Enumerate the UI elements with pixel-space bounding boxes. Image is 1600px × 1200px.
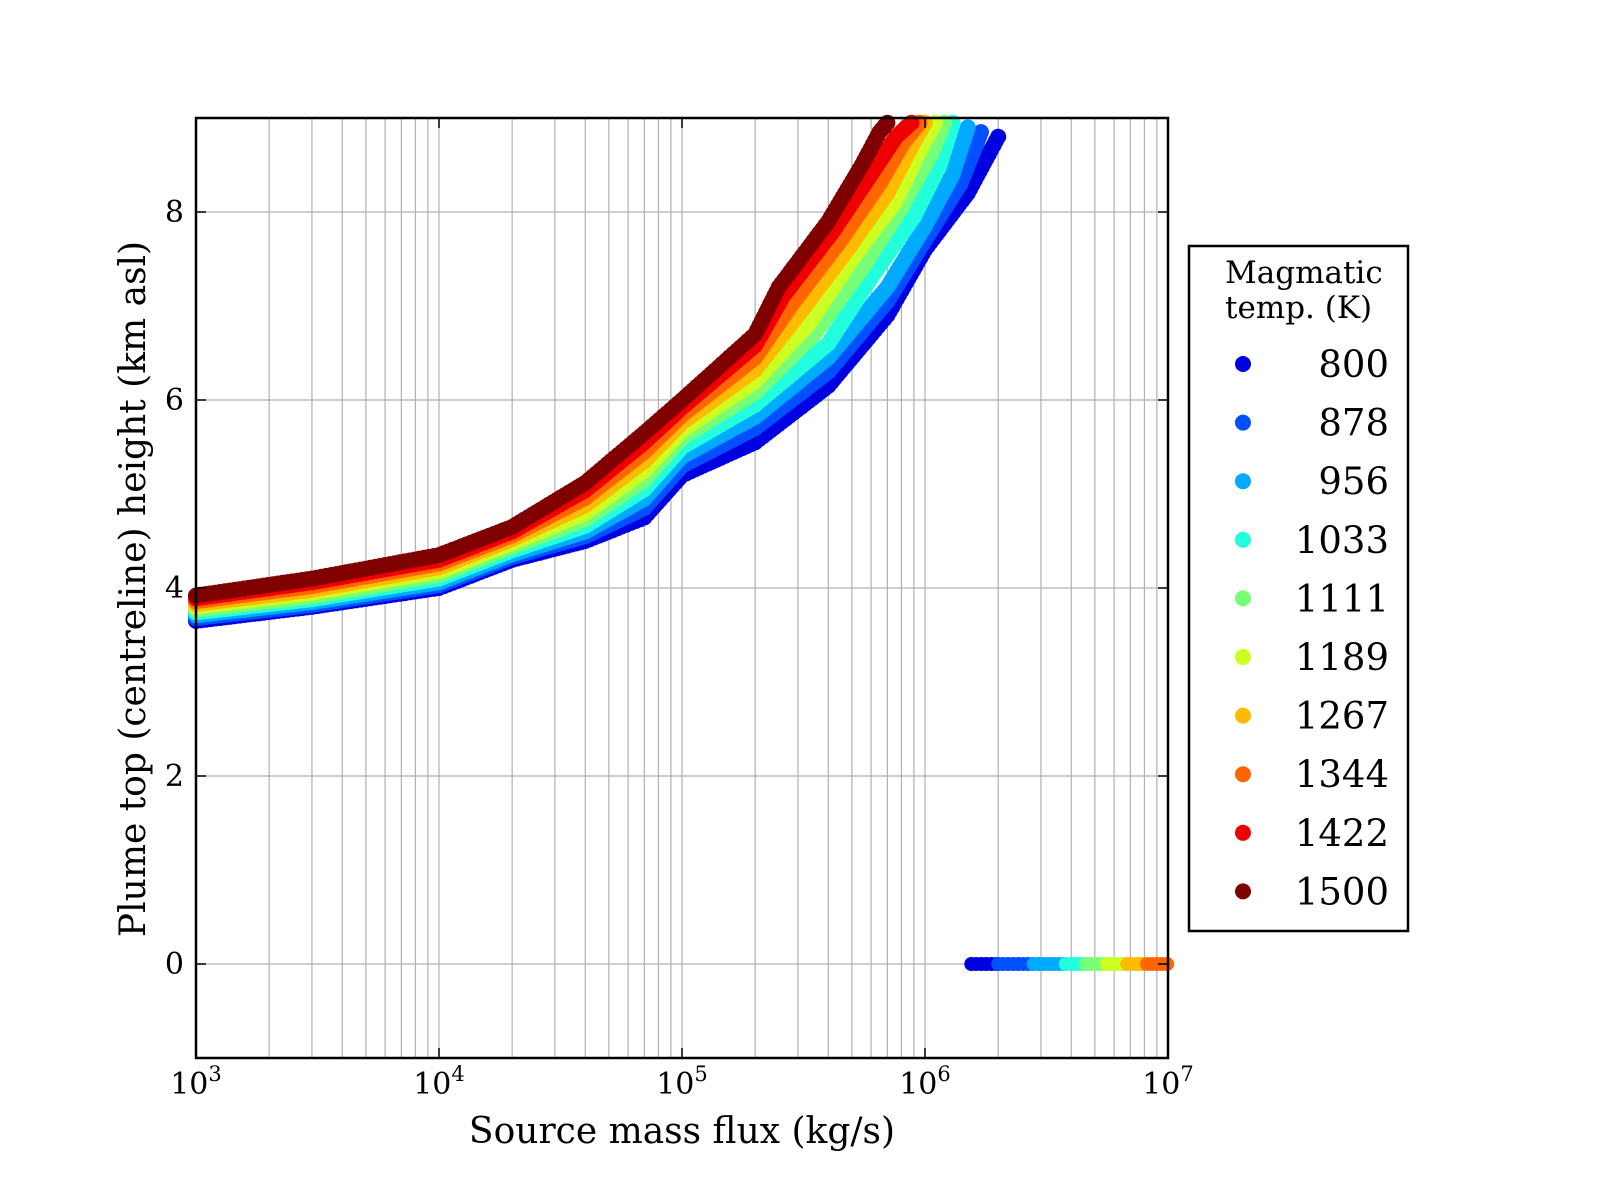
x-tick-label-base: 10 — [170, 1067, 208, 1102]
legend-marker — [1235, 649, 1251, 665]
legend-items: 800 878 956 1033 1111 1189 1267 1344 1422 1500 — [1235, 343, 1389, 913]
x-tick-label-exponent: 5 — [694, 1062, 707, 1086]
x-tick-labels: 103 104 105 106 107 — [170, 1062, 1194, 1102]
legend-marker — [1235, 414, 1251, 431]
y-tick-label: 2 — [165, 759, 184, 794]
legend-marker — [1235, 824, 1251, 841]
y-tick-label: 4 — [165, 571, 184, 606]
data-point — [990, 128, 1007, 145]
legend-label: 1500 — [1295, 870, 1389, 913]
legend-label: 1344 — [1295, 753, 1389, 796]
legend-item: 878 — [1235, 402, 1389, 445]
legend-item: 956 — [1235, 460, 1389, 503]
legend-label: 878 — [1318, 402, 1389, 445]
x-tick-label: 103 — [170, 1062, 222, 1102]
x-tick-label-base: 10 — [656, 1067, 694, 1102]
legend-label: 1267 — [1295, 695, 1389, 738]
legend-title-line-1: Magmatic — [1225, 255, 1383, 291]
legend-item: 1189 — [1235, 636, 1389, 679]
legend-marker — [1235, 707, 1251, 724]
legend-marker — [1235, 531, 1251, 548]
legend-label: 956 — [1318, 460, 1389, 503]
legend-marker — [1235, 883, 1251, 900]
legend-item: 800 — [1235, 343, 1389, 386]
y-tick-label: 6 — [165, 383, 184, 418]
legend-marker — [1235, 473, 1251, 490]
y-tick-labels: 0 2 4 6 8 — [165, 195, 184, 982]
x-tick-label-base: 10 — [413, 1067, 451, 1102]
x-tick-label: 105 — [656, 1062, 708, 1102]
legend-box — [1187, 244, 1410, 933]
x-tick-label-exponent: 4 — [451, 1062, 464, 1086]
data-points — [188, 114, 1007, 629]
x-tick-label: 106 — [899, 1062, 951, 1102]
legend-marker — [1235, 590, 1251, 607]
legend-item: 1033 — [1235, 519, 1389, 562]
y-tick-label: 8 — [165, 195, 184, 230]
legend-label: 1111 — [1295, 577, 1389, 620]
axis-ticks — [195, 118, 1169, 1058]
legend-title-line-2: temp. (K) — [1225, 290, 1372, 326]
legend-item: 1111 — [1235, 577, 1389, 620]
x-tick-label-exponent: 6 — [937, 1062, 950, 1086]
legend-marker — [1235, 766, 1251, 783]
legend-item: 1344 — [1235, 753, 1389, 796]
x-tick-label: 107 — [1142, 1062, 1194, 1102]
x-axis-label: Source mass flux (kg/s) — [469, 1111, 895, 1152]
x-tick-label-exponent: 7 — [1180, 1062, 1193, 1086]
legend-item: 1500 — [1235, 870, 1389, 913]
x-tick-label-base: 10 — [1142, 1067, 1180, 1102]
x-tick-label-exponent: 3 — [208, 1062, 221, 1086]
legend-label: 1033 — [1295, 519, 1389, 562]
legend-label: 1189 — [1295, 636, 1389, 679]
legend-label: 1422 — [1295, 812, 1389, 855]
legend-marker — [1235, 356, 1251, 372]
zero-height-points — [964, 957, 1175, 971]
legend-item: 1422 — [1235, 812, 1389, 855]
y-tick-label: 0 — [165, 947, 184, 982]
data-point — [959, 119, 976, 136]
x-tick-label: 104 — [413, 1062, 465, 1102]
y-axis-label: Plume top (centreline) height (km asl) — [113, 241, 154, 937]
data-point — [973, 124, 989, 141]
legend: Magmatic temp. (K) 800 878 956 1033 1111 1189… — [1187, 244, 1410, 933]
legend-item: 1267 — [1235, 695, 1389, 738]
x-tick-label-base: 10 — [899, 1067, 937, 1102]
legend-label: 800 — [1318, 343, 1389, 386]
